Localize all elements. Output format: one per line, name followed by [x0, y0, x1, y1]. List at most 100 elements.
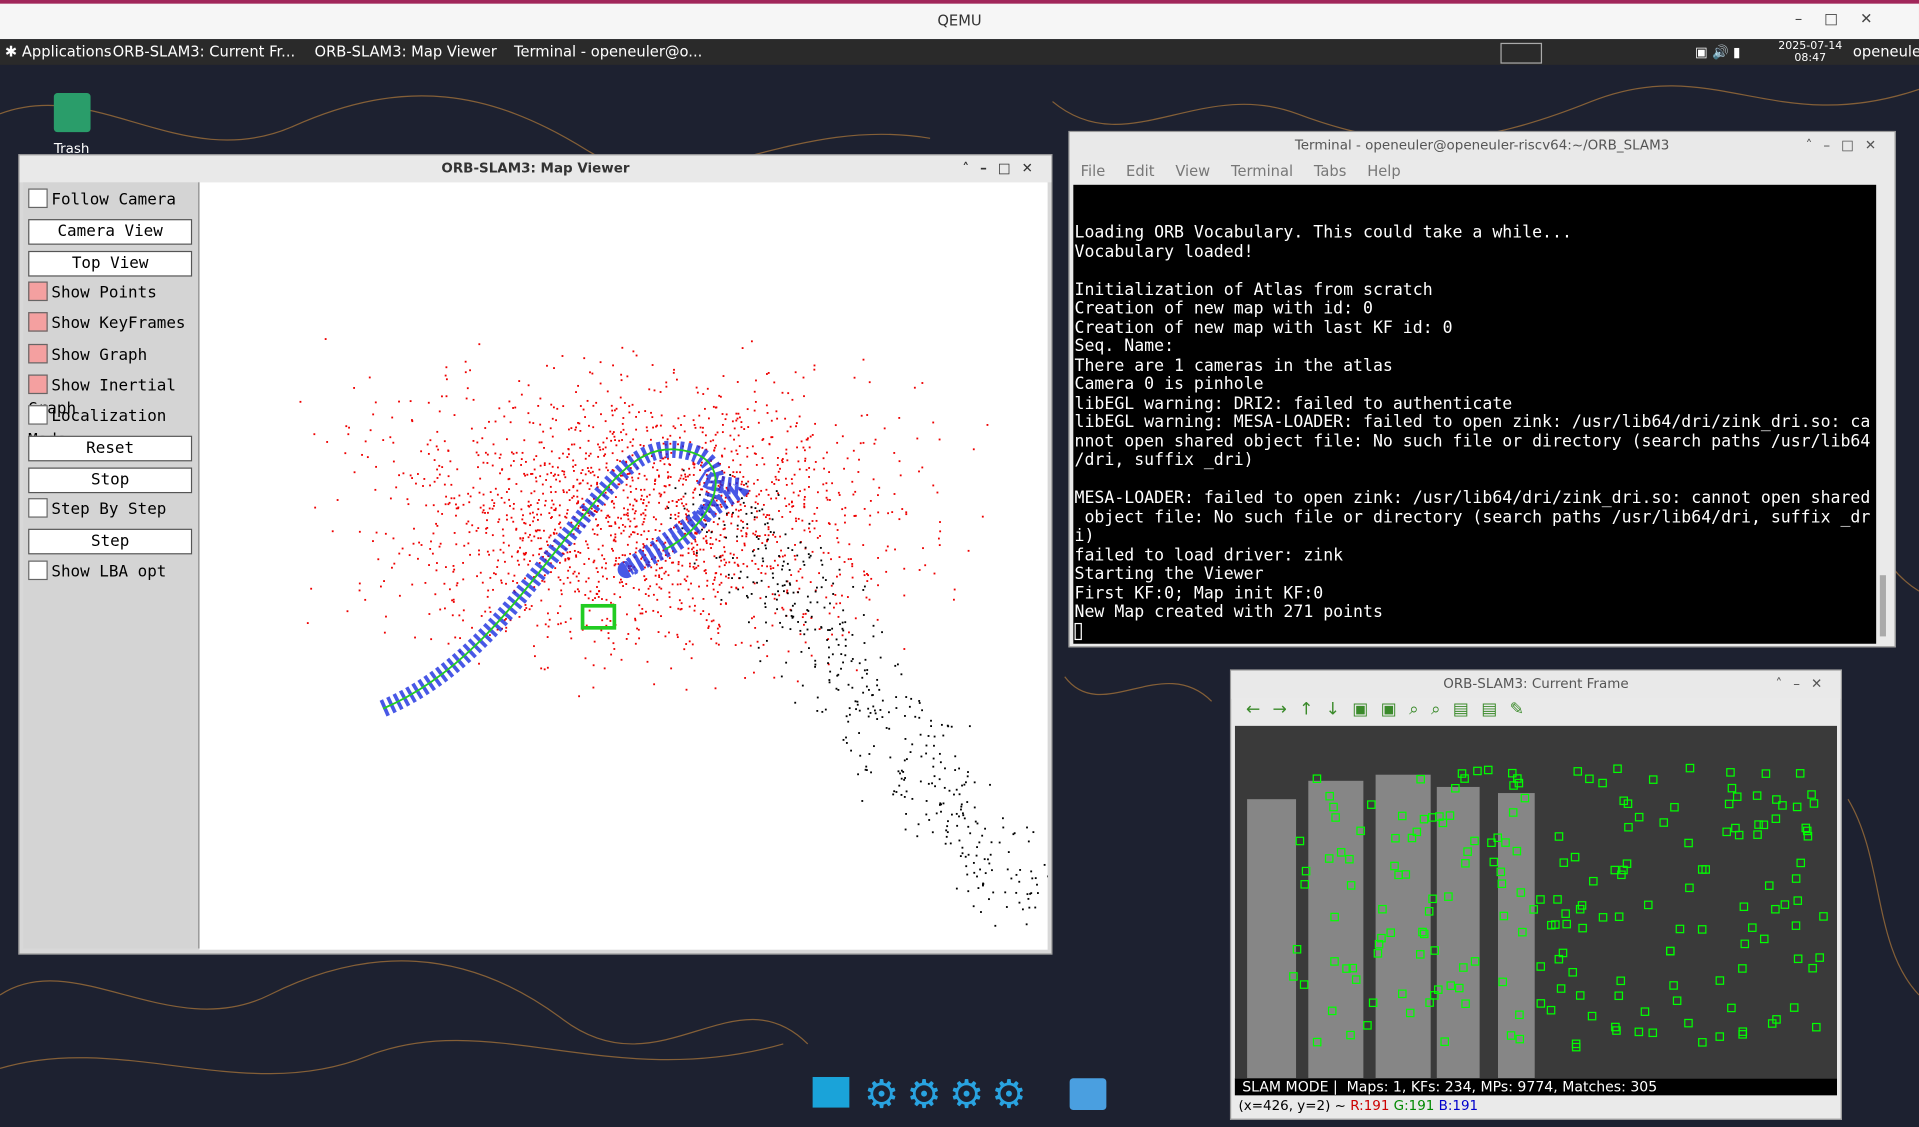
menu-item[interactable]: File — [1080, 162, 1106, 180]
pipe — [1497, 793, 1535, 1079]
toolbar[interactable]: ←→↑↓▣▣⌕⌕▤▤✎ — [1245, 700, 1537, 720]
map-point — [960, 808, 962, 811]
map-point — [930, 719, 932, 722]
map-point — [409, 474, 412, 477]
map-point — [739, 471, 741, 474]
map-point — [620, 379, 623, 382]
feature — [1727, 783, 1737, 793]
map-point — [799, 629, 802, 632]
map-point — [651, 364, 654, 366]
window-controls[interactable]: –□✕ — [1794, 9, 1895, 27]
map-point — [497, 559, 500, 562]
checkbox[interactable]: Show Points — [28, 281, 157, 304]
map-point — [684, 475, 687, 478]
map-point — [513, 574, 516, 577]
map-point — [765, 547, 767, 550]
checkbox[interactable]: Step By Step — [28, 498, 166, 521]
map-point — [650, 411, 652, 414]
map-point — [818, 628, 821, 630]
workspace-switcher[interactable] — [1500, 42, 1543, 64]
applications-menu[interactable]: ✱ Applications — [4, 42, 112, 60]
map-point — [502, 551, 505, 554]
checkbox[interactable]: Follow Camera — [28, 188, 176, 211]
terminal-line: libEGL warning: MESA-LOADER: failed to o… — [1074, 412, 1871, 433]
map-point — [558, 504, 561, 507]
map-point — [785, 483, 788, 486]
checkbox[interactable]: Localization Mode — [28, 405, 198, 449]
map-point — [572, 495, 575, 498]
button[interactable]: Step — [28, 529, 193, 555]
menu-item[interactable]: Terminal — [1230, 162, 1294, 180]
map-point — [992, 891, 995, 894]
button[interactable]: Stop — [28, 467, 193, 493]
window-controls[interactable]: ˄–□✕ — [962, 160, 1044, 177]
map-point — [465, 397, 468, 400]
checkbox[interactable]: Show KeyFrames — [28, 312, 186, 335]
button[interactable]: Reset — [28, 436, 193, 462]
map-point — [725, 561, 728, 564]
map-point — [430, 540, 432, 543]
task-button[interactable]: ORB-SLAM3: Current Fr... — [112, 42, 296, 60]
trash-label[interactable]: Trash — [53, 140, 90, 157]
map-point — [976, 822, 979, 825]
map-point — [736, 540, 739, 543]
menu-item[interactable]: Edit — [1126, 162, 1155, 180]
map-point — [528, 608, 531, 611]
map-point — [306, 622, 309, 624]
clock[interactable]: 2025-07-14 08:47 — [1778, 40, 1842, 64]
window-controls[interactable]: ˄–□✕ — [1805, 137, 1888, 153]
scrollbar[interactable] — [1879, 575, 1886, 637]
map-point — [770, 497, 773, 500]
map-point — [858, 458, 860, 461]
map-point — [568, 428, 570, 431]
dock-item[interactable]: ⚙⚙⚙⚙ — [864, 1070, 1034, 1118]
map-point — [900, 769, 903, 772]
map-point — [633, 531, 636, 534]
task-button[interactable]: ORB-SLAM3: Map Viewer — [314, 42, 497, 60]
dock-item[interactable] — [1069, 1078, 1107, 1111]
map-point — [669, 513, 672, 516]
map-point — [608, 525, 611, 528]
feature — [1808, 963, 1817, 973]
map-point — [604, 446, 607, 449]
map-point — [450, 497, 453, 500]
map-point — [797, 517, 800, 520]
map-point — [521, 451, 524, 454]
map-point — [931, 782, 933, 785]
map-point — [539, 397, 542, 400]
feature — [1487, 838, 1496, 848]
map-point — [617, 483, 620, 486]
map-point — [529, 504, 532, 506]
map-point — [540, 441, 543, 444]
checkbox[interactable]: Show Inertial Graph — [28, 374, 198, 418]
map-point — [481, 581, 484, 584]
feature — [1444, 892, 1453, 901]
menu-item[interactable]: Tabs — [1313, 162, 1347, 180]
trash-icon[interactable] — [53, 93, 91, 133]
checkbox[interactable]: Show LBA opt — [28, 560, 166, 583]
window-controls[interactable]: ˄–✕ — [1775, 675, 1834, 692]
menu-item[interactable]: View — [1175, 162, 1211, 180]
button[interactable]: Camera View — [28, 219, 193, 246]
task-button[interactable]: Terminal - openeuler@o... — [514, 42, 703, 60]
button[interactable]: Top View — [28, 250, 193, 277]
map-point — [718, 540, 721, 542]
menu-item[interactable]: Help — [1367, 162, 1401, 180]
map-point — [736, 453, 739, 455]
user-name[interactable]: openeuler — [1852, 42, 1919, 60]
map-point — [694, 538, 696, 541]
map-point — [432, 504, 435, 507]
coords: (x=426, y=2) ~ — [1238, 1097, 1346, 1114]
map-point — [629, 520, 632, 523]
map-point — [601, 566, 603, 569]
checkbox[interactable]: Show Graph — [28, 343, 147, 366]
map-point — [575, 575, 578, 578]
map-point — [605, 466, 608, 469]
map-point — [468, 501, 471, 504]
map-point — [692, 566, 695, 568]
dock-item[interactable] — [812, 1076, 850, 1108]
map-point — [623, 402, 626, 404]
map-point — [555, 532, 558, 535]
map-point — [570, 443, 573, 446]
map-point — [662, 436, 664, 439]
